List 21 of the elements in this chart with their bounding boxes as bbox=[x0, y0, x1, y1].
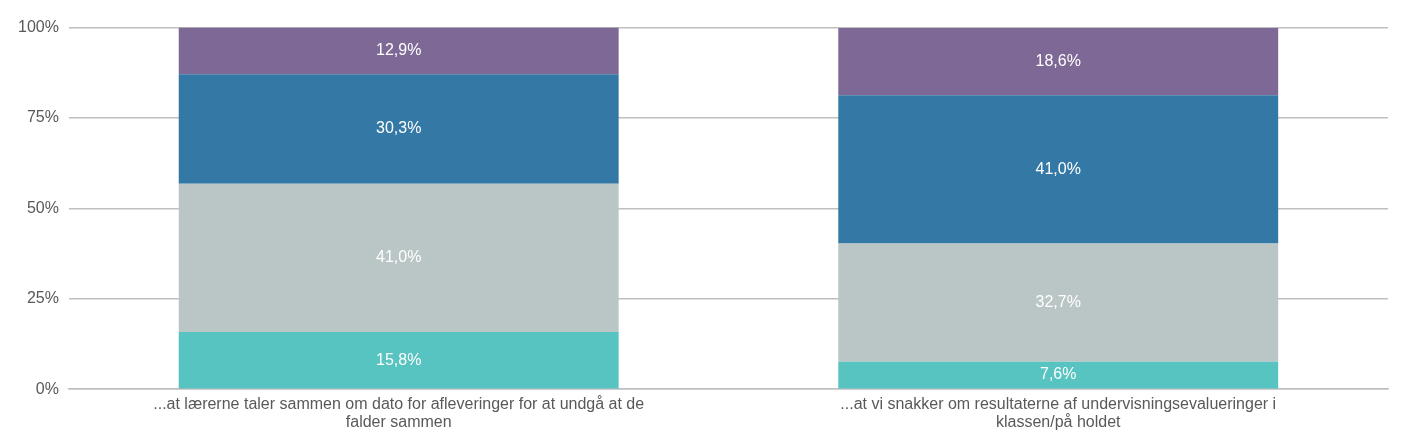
bar bbox=[178, 74, 619, 184]
bar bbox=[838, 27, 1279, 96]
y-tick-label: 100% bbox=[18, 18, 59, 36]
x-tick-label: ...at lærerne taler sammen om dato for afleveringer for at undgå at de falder sammen bbox=[153, 394, 645, 431]
data-label: 41,0% bbox=[1035, 159, 1081, 177]
data-label: 18,6% bbox=[1035, 52, 1081, 69]
x-tick-label: ...at vi snakker om resultaterne af undervisningsevalueringer i klassen/på holdet bbox=[840, 394, 1277, 431]
data-label: 41,0% bbox=[376, 248, 422, 266]
bar bbox=[178, 27, 619, 75]
data-label: 12,9% bbox=[376, 41, 422, 59]
y-tick-label: 0% bbox=[35, 379, 59, 397]
data-label: 32,7% bbox=[1035, 293, 1081, 310]
y-tick-label: 25% bbox=[26, 289, 59, 307]
bar bbox=[178, 332, 619, 389]
y-tick-label: 50% bbox=[26, 198, 59, 216]
data-label: 30,3% bbox=[376, 119, 422, 137]
y-tick-label: 75% bbox=[26, 108, 59, 126]
data-label: 15,8% bbox=[376, 350, 422, 368]
data-label: 7,6% bbox=[1040, 365, 1077, 383]
bar bbox=[838, 361, 1279, 389]
bar bbox=[838, 95, 1279, 244]
